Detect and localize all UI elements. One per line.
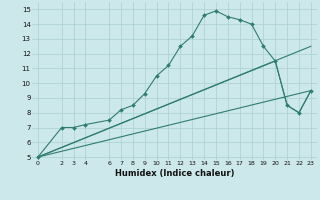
X-axis label: Humidex (Indice chaleur): Humidex (Indice chaleur) (115, 169, 234, 178)
